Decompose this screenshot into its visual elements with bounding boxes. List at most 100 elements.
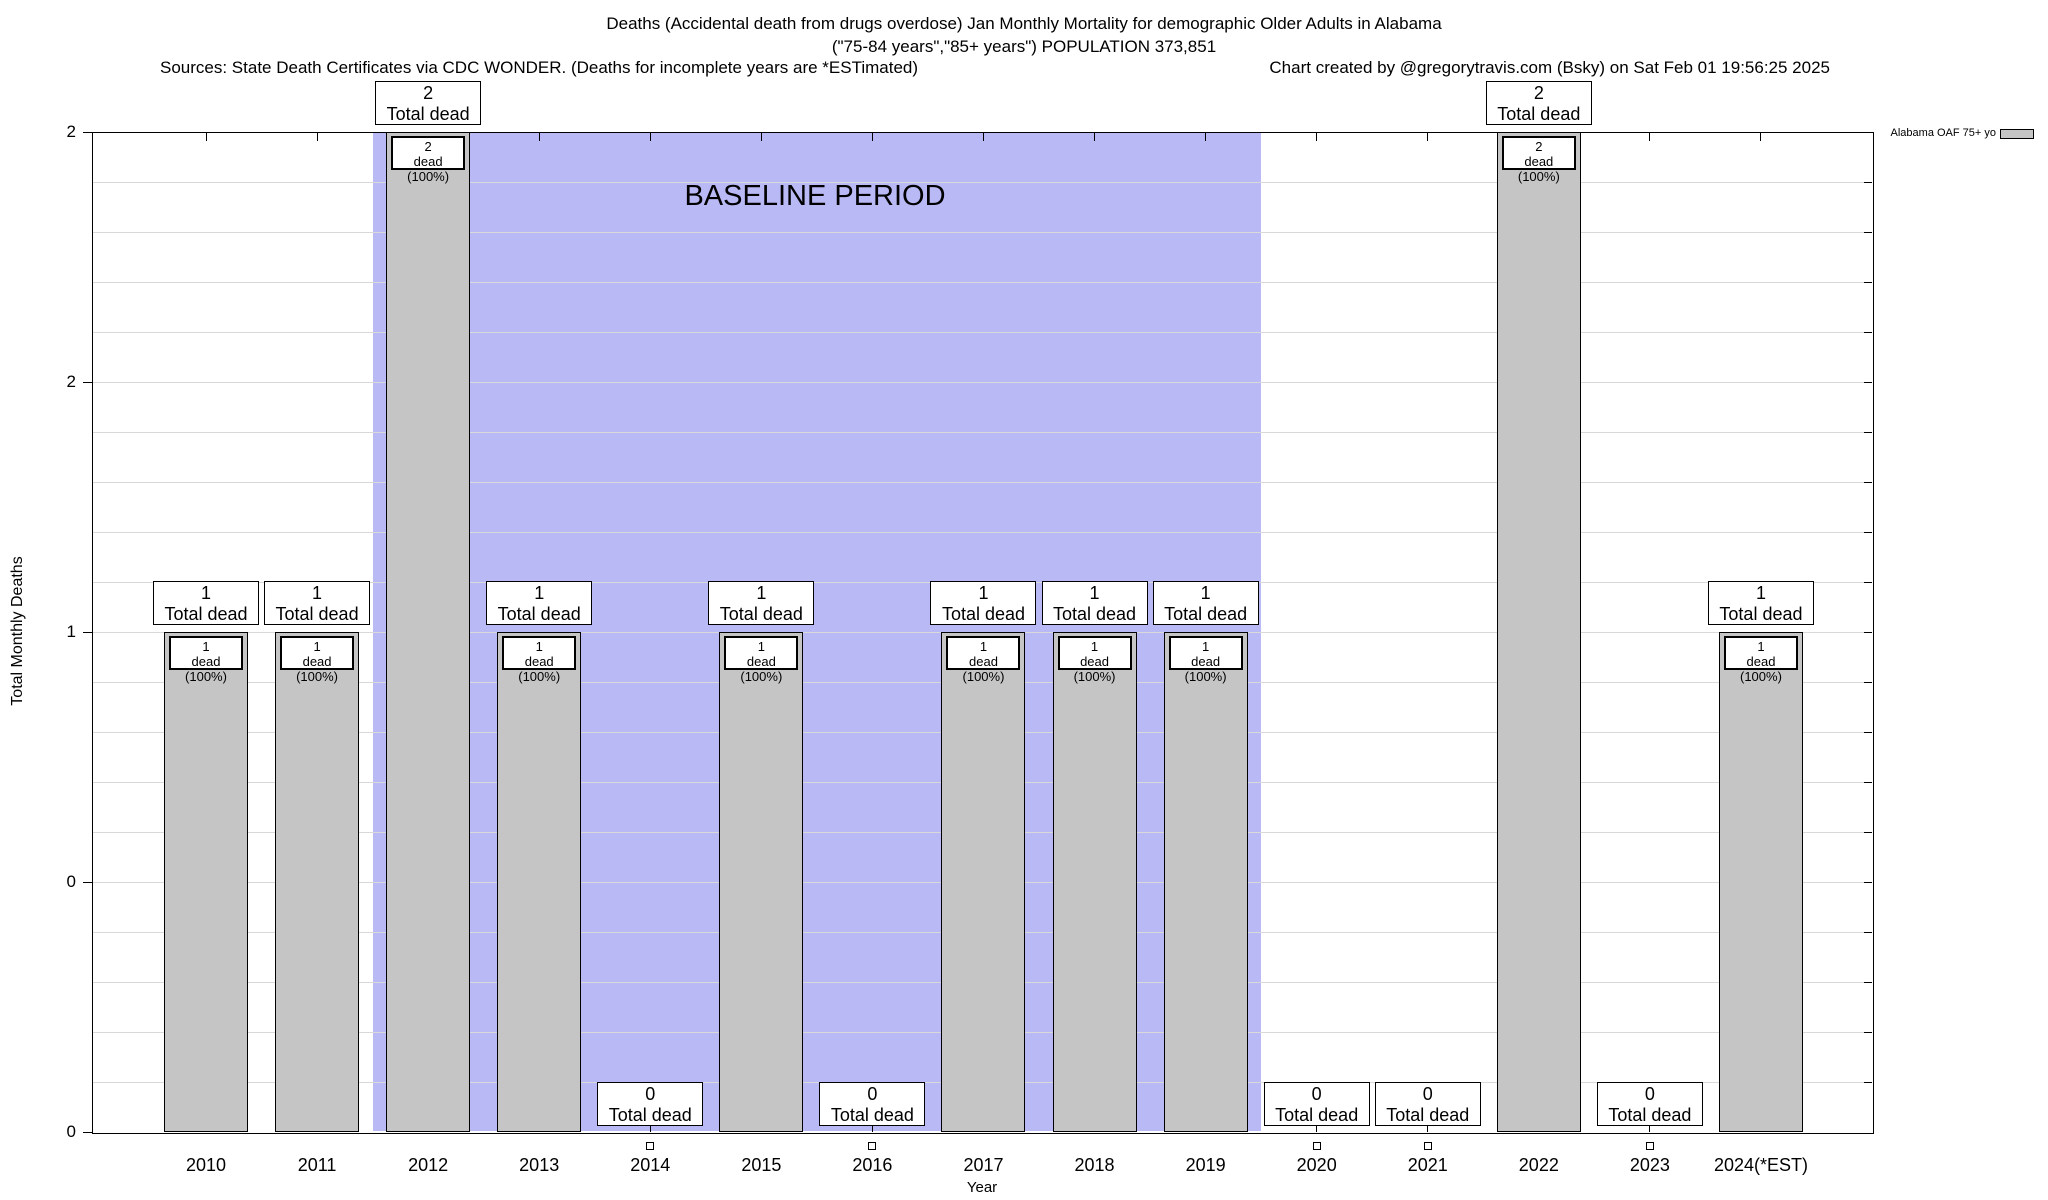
legend-bar-swatch-icon (2000, 129, 2034, 139)
bar-total-value: 2 (1533, 83, 1544, 103)
y-tick-label: 1 (66, 622, 76, 641)
y-axis-major-tick (83, 1132, 92, 1133)
bar-total-box-2020: 0 Total dead (1263, 1082, 1370, 1126)
bar-inner-caption: dead (100%) (185, 654, 227, 684)
bar-total-box-2012: 2 Total dead (375, 81, 482, 125)
bar-total-value: 1 (1755, 583, 1766, 603)
bar-inner-label-2010: 1 dead (100%) (169, 636, 243, 684)
top-axis-tick (982, 133, 984, 141)
bar-inner-caption: dead (100%) (740, 654, 783, 684)
chart-credit-note: Chart created by @gregorytravis.com (Bsk… (1269, 58, 1830, 77)
x-tick-label-2020: 2020 (1296, 1155, 1337, 1175)
bar-inner-value: 1 (1090, 639, 1099, 654)
y-tick-label: 0 (66, 872, 76, 891)
zero-bar-marker (1423, 1142, 1432, 1150)
top-axis-tick (871, 133, 873, 141)
chart-title-line2: ("75-84 years","85+ years") POPULATION 3… (831, 37, 1217, 56)
right-axis-tick (1864, 982, 1872, 983)
bar-inner-label-2022: 2 dead (100%) (1501, 136, 1576, 184)
x-tick-label-2011: 2011 (297, 1155, 337, 1175)
bar-inner-value: 1 (979, 639, 988, 654)
zero-label-stem (649, 1126, 651, 1132)
bar-total-value: 1 (534, 583, 545, 603)
bar-inner-label-2017: 1 dead (100%) (946, 636, 1021, 684)
bar-inner-caption: dead (100%) (962, 654, 1005, 684)
bar-total-box-2017: 1 Total dead (930, 581, 1037, 625)
bar-2017 (941, 632, 1026, 1132)
right-axis-tick (1864, 332, 1872, 333)
y-tick-label: 0 (66, 1122, 76, 1141)
top-axis-tick (205, 133, 207, 141)
bar-inner-caption: dead (100%) (1073, 654, 1116, 684)
right-axis-tick (1864, 232, 1872, 233)
bar-2022 (1496, 132, 1581, 1132)
zero-bar-marker (646, 1142, 655, 1150)
bar-total-caption: Total dead (1053, 604, 1137, 624)
zero-label-stem (1649, 1126, 1651, 1132)
bar-inner-value: 2 (1535, 139, 1543, 154)
x-tick-label-2023: 2023 (1629, 1155, 1670, 1175)
bar-inner-caption: dead (100%) (296, 654, 339, 684)
top-axis-tick (1649, 133, 1651, 141)
bar-inner-value: 1 (1757, 639, 1765, 654)
bar-inner-caption: dead (100%) (1740, 654, 1782, 684)
bar-2015 (719, 632, 804, 1132)
right-axis-tick (1864, 1032, 1872, 1033)
minor-gridline (93, 482, 1871, 483)
bar-total-caption: Total dead (1608, 1105, 1692, 1125)
bar-total-box-2021: 0 Total dead (1374, 1082, 1481, 1126)
x-axis-title: Year (966, 1179, 998, 1196)
right-axis-tick (1864, 532, 1872, 533)
bar-total-value: 0 (867, 1084, 878, 1104)
bar-total-value: 0 (645, 1084, 656, 1104)
x-tick-label-2013: 2013 (519, 1155, 560, 1175)
bar-inner-value: 1 (535, 639, 543, 654)
bar-inner-label-2018: 1 dead (100%) (1057, 636, 1132, 684)
bar-total-value: 0 (1644, 1084, 1655, 1104)
x-tick-label-2024(*EST): 2024(*EST) (1713, 1155, 1808, 1175)
bar-total-box-2015: 1 Total dead (708, 581, 815, 625)
bar-total-value: 2 (423, 83, 434, 103)
bar-total-box-2011: 1 Total dead (264, 581, 371, 625)
minor-gridline (93, 382, 1871, 383)
bar-inner-label-2011: 1 dead (100%) (280, 636, 355, 684)
x-tick-label-2010: 2010 (185, 1155, 227, 1175)
minor-gridline (93, 182, 1871, 183)
bar-inner-label-2013: 1 dead (100%) (502, 636, 577, 684)
x-tick-label-2017: 2017 (963, 1155, 1004, 1175)
y-axis-title: Total Monthly Deaths (9, 556, 26, 706)
bar-total-caption: Total dead (941, 604, 1026, 624)
top-axis-tick (316, 133, 318, 141)
top-axis-tick (1316, 133, 1318, 141)
plot-area (92, 132, 1874, 1134)
bar-inner-value: 2 (424, 139, 432, 154)
bar-total-caption: Total dead (608, 1105, 692, 1125)
right-axis-tick (1864, 182, 1872, 183)
bar-2024(*EST) (1718, 632, 1803, 1132)
bar-total-caption: Total dead (1719, 604, 1803, 624)
bar-inner-caption: dead (100%) (1517, 154, 1560, 184)
bar-2012 (386, 132, 471, 1132)
bar-total-value: 1 (1200, 583, 1211, 603)
top-axis-tick (538, 133, 540, 141)
chart-sources-note: Sources: State Death Certificates via CD… (160, 58, 919, 77)
right-axis-tick (1864, 282, 1872, 283)
bar-inner-label-2015: 1 dead (100%) (724, 636, 799, 684)
y-tick-label: 2 (66, 372, 76, 391)
bar-total-box-2016: 0 Total dead (819, 1082, 926, 1126)
top-axis-tick (649, 133, 651, 141)
minor-gridline (93, 532, 1871, 533)
bar-total-caption: Total dead (719, 604, 803, 624)
right-axis-tick (1864, 432, 1872, 433)
bar-inner-label-2012: 2 dead (100%) (391, 136, 466, 184)
bar-total-box-2019: 1 Total dead (1152, 581, 1259, 625)
zero-bar-marker (1645, 1142, 1654, 1150)
x-tick-label-2014: 2014 (630, 1155, 671, 1175)
right-axis-tick (1864, 632, 1872, 633)
bar-total-box-2024(*EST): 1 Total dead (1707, 581, 1814, 625)
zero-label-stem (871, 1126, 873, 1132)
bar-total-box-2018: 1 Total dead (1041, 581, 1148, 625)
right-axis-tick (1864, 382, 1872, 383)
zero-bar-marker (868, 1142, 877, 1150)
